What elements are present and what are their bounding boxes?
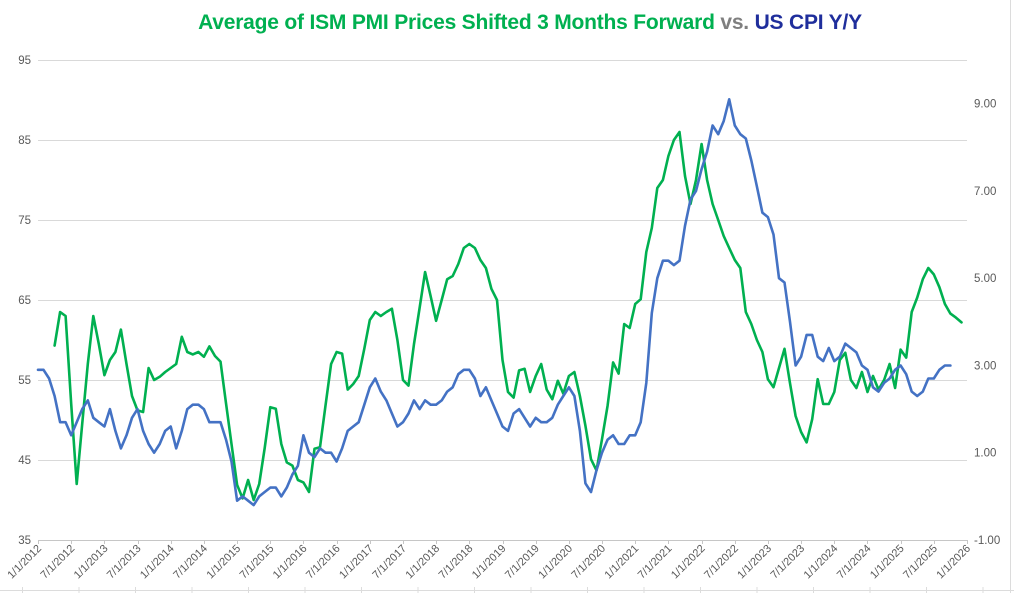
x-axis-tick-label: 1/1/2012 [5,543,44,582]
right-axis-tick-label: -1.00 [974,535,1000,547]
x-axis-tick-label: 7/1/2020 [569,543,608,582]
x-axis-tick-label: 7/1/2014 [171,543,210,582]
x-axis-tick-label: 7/1/2016 [304,543,343,582]
x-axis-tick-label: 7/1/2018 [437,543,476,582]
x-axis-tick-label: 7/1/2023 [768,543,807,582]
x-axis-tick-label: 1/1/2025 [868,543,907,582]
x-axis-tick-label: 7/1/2025 [901,543,940,582]
x-axis-tick-label: 7/1/2019 [503,543,542,582]
y-gridlines [38,60,967,541]
x-axis-tick-label: 7/1/2015 [238,543,277,582]
x-axis-tick-label: 1/1/2018 [403,543,442,582]
x-axis-tick-label: 7/1/2017 [370,543,409,582]
x-axis-tick-label: 1/1/2017 [337,543,376,582]
x-axis-tick-label: 1/1/2019 [470,543,509,582]
x-axis-tick-label: 1/1/2024 [802,543,841,582]
left-axis-tick-label: 65 [18,295,31,307]
title-cpi-series-label: US CPI Y/Y [754,11,863,34]
right-axis-tick-label: 5.00 [974,273,996,285]
x-axis-tick-label: 1/1/2021 [603,543,642,582]
x-axis-tick-label: 7/1/2013 [105,543,144,582]
x-axis-tick-label: 1/1/2016 [271,543,310,582]
left-axis-tick-label: 85 [18,135,31,147]
left-axis-tick-label: 35 [18,535,31,547]
x-axis-tick-label: 7/1/2021 [636,543,675,582]
right-axis-tick-label: 3.00 [974,360,996,372]
right-axis-labels: 9.00 7.00 5.00 3.00 1.00 -1.00 [974,99,1000,547]
left-axis-tick-label: 45 [18,455,31,467]
ism-pmi-series-line [53,130,963,502]
x-axis-tick-label: 1/1/2015 [204,543,243,582]
left-axis-tick-label: 55 [18,375,31,387]
x-axis-tick-label: 1/1/2022 [669,543,708,582]
x-axis-tick-label: 1/1/2013 [72,543,111,582]
left-axis-labels: 95 85 75 65 55 45 35 [18,55,31,547]
right-axis-tick-label: 7.00 [974,186,996,198]
chart-title: Average of ISM PMI Prices Shifted 3 Mont… [46,11,1014,35]
right-axis-tick-label: 9.00 [974,99,996,111]
x-axis-tick-label: 1/1/2023 [735,543,774,582]
x-axis-ticks [38,540,968,544]
title-ism-series-label: Average of ISM PMI Prices Shifted 3 Mont… [198,11,715,34]
left-axis-tick-label: 95 [18,55,31,67]
x-axis-tick-label: 7/1/2024 [835,543,874,582]
x-axis-labels: 1/1/20127/1/20121/1/20137/1/20131/1/2014… [5,543,973,582]
x-axis-tick-label: 1/1/2026 [934,543,973,582]
x-axis-tick-label: 7/1/2012 [39,543,78,582]
us-cpi-series-line [36,98,952,507]
left-axis-tick-label: 75 [18,215,31,227]
x-axis-tick-label: 1/1/2020 [536,543,575,582]
title-vs-label: vs. [714,11,755,34]
x-axis-tick-label: 7/1/2022 [702,543,741,582]
x-axis-tick-label: 1/1/2014 [138,543,177,582]
right-axis-tick-label: 1.00 [974,448,996,460]
